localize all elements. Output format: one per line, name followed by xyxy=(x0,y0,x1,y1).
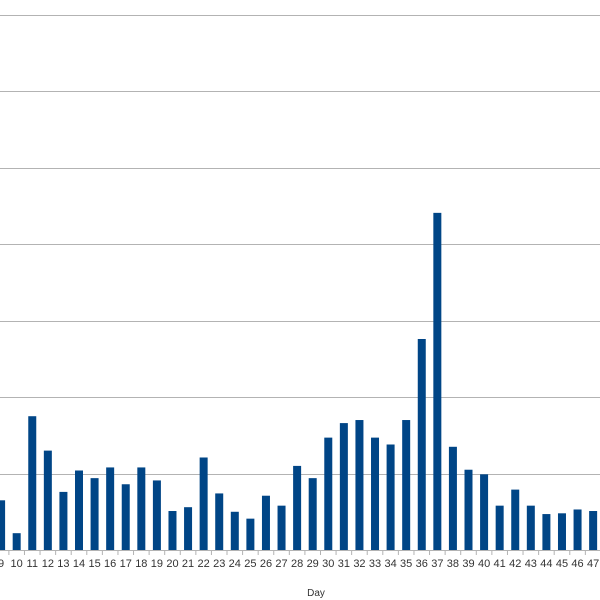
x-tick-label: 41 xyxy=(494,558,506,570)
x-tick-label: 27 xyxy=(275,558,287,570)
bar-day-29 xyxy=(308,478,317,550)
bar-day-19 xyxy=(152,480,161,550)
bar-day-30 xyxy=(324,437,333,550)
x-tick-label: 46 xyxy=(571,558,583,570)
bar-day-14 xyxy=(75,470,83,550)
bar-day-33 xyxy=(371,437,380,550)
x-tick-label: 36 xyxy=(416,558,428,570)
bar-day-20 xyxy=(168,511,177,550)
bar-day-22 xyxy=(199,457,208,550)
x-axis: 9 10 11 12 13 14 15 16 17 18 19 20 21 22 23 24 25 26 27 28 2… xyxy=(0,550,600,570)
bar-day-26 xyxy=(261,495,270,550)
bar-day-44 xyxy=(542,514,551,550)
bar-day-9 xyxy=(0,500,6,550)
x-tick-label: 35 xyxy=(400,558,412,570)
x-tick-label: 14 xyxy=(73,558,85,570)
bar-day-12 xyxy=(43,450,52,550)
bar-day-15 xyxy=(90,478,99,550)
bars xyxy=(0,212,598,550)
x-tick-label: 13 xyxy=(57,558,69,570)
x-tick-label: 19 xyxy=(151,558,163,570)
bar-day-31 xyxy=(339,423,348,550)
x-tick-label: 45 xyxy=(556,558,568,570)
x-tick-label: 23 xyxy=(213,558,225,570)
gridlines xyxy=(0,15,600,475)
bar-day-40 xyxy=(480,474,489,550)
bar-day-25 xyxy=(246,518,255,550)
bar-day-39 xyxy=(464,469,473,550)
x-tick-label: 20 xyxy=(166,558,178,570)
x-tick-label: 42 xyxy=(509,558,521,570)
bar-day-35 xyxy=(402,420,411,550)
x-tick-label: 12 xyxy=(42,558,54,570)
bar-day-42 xyxy=(511,489,520,550)
x-tick-label: 26 xyxy=(260,558,272,570)
x-tick-label: 34 xyxy=(384,558,396,570)
bar-day-10 xyxy=(12,533,21,550)
x-tick-label: 38 xyxy=(447,558,459,570)
bar-day-32 xyxy=(355,420,364,550)
bar-day-28 xyxy=(293,465,302,550)
x-tick-label: 32 xyxy=(353,558,365,570)
x-tick-label: 9 xyxy=(0,558,4,570)
bar-day-24 xyxy=(230,511,239,550)
bar-day-46 xyxy=(573,509,582,550)
x-tick-label: 40 xyxy=(478,558,490,570)
x-tick-label: 11 xyxy=(27,558,38,570)
x-axis-label: Day xyxy=(307,588,325,599)
x-tick-label: 47 xyxy=(587,558,599,570)
x-tick-label: 28 xyxy=(291,558,303,570)
bar-day-45 xyxy=(557,513,566,550)
bar-day-27 xyxy=(277,505,286,550)
x-tick-label: 44 xyxy=(540,558,552,570)
x-tick-label: 39 xyxy=(462,558,474,570)
x-tick-label: 30 xyxy=(322,558,334,570)
bar-day-36 xyxy=(417,338,426,550)
x-tick-label: 31 xyxy=(338,558,350,570)
x-tick-label: 43 xyxy=(525,558,537,570)
bar-day-21 xyxy=(184,507,193,550)
x-tick-label: 37 xyxy=(431,558,443,570)
bar-day-38 xyxy=(448,446,457,550)
x-tick-label: 17 xyxy=(120,558,132,570)
x-tick-label: 18 xyxy=(135,558,147,570)
x-tick-label: 24 xyxy=(229,558,241,570)
bar-day-47 xyxy=(589,511,598,550)
bar-day-16 xyxy=(106,467,115,550)
bar-day-18 xyxy=(137,467,146,550)
x-tick-label: 25 xyxy=(244,558,256,570)
x-tick-label: 10 xyxy=(11,558,23,570)
x-tick-label: 33 xyxy=(369,558,381,570)
bar-day-41 xyxy=(495,505,504,550)
x-tick-label: 21 xyxy=(182,558,194,570)
bar-day-23 xyxy=(215,493,224,550)
bar-day-17 xyxy=(121,484,130,550)
bar-day-37 xyxy=(433,212,442,550)
x-tick-label: 16 xyxy=(104,558,116,570)
bar-day-11 xyxy=(28,416,37,550)
bar-day-43 xyxy=(526,505,535,550)
x-tick-label: 15 xyxy=(88,558,100,570)
x-tick-label: 29 xyxy=(307,558,319,570)
bar-day-13 xyxy=(59,491,68,550)
bar-day-34 xyxy=(386,444,395,550)
x-tick-label: 22 xyxy=(198,558,210,570)
